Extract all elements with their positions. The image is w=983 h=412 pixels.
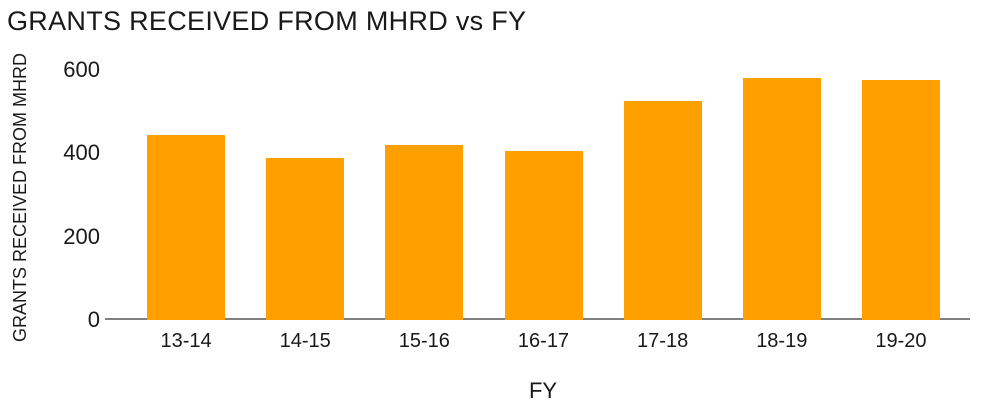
bar	[266, 157, 345, 320]
bar	[742, 78, 821, 320]
y-tick-label: 600	[63, 57, 100, 82]
chart-title: GRANTS RECEIVED FROM MHRD vs FY	[7, 6, 527, 36]
y-tick-label: 400	[63, 140, 100, 166]
x-axis-title: FY	[528, 378, 558, 403]
x-tick-label: 19-20	[875, 330, 927, 352]
x-tick-label: 18-19	[756, 330, 808, 352]
x-tick-label: 13-14	[160, 330, 212, 352]
x-tick-label: 14-15	[279, 330, 331, 352]
x-tick-label: 16-17	[517, 330, 570, 352]
y-axis-title: GRANTS RECEIVED FROM MHRD	[10, 52, 30, 342]
bar	[623, 101, 702, 320]
x-tick-label: 15-16	[398, 330, 450, 352]
y-tick-label: 0	[87, 307, 100, 332]
bar	[147, 134, 226, 320]
bar	[385, 145, 464, 320]
bar	[504, 151, 583, 320]
bar	[861, 80, 940, 320]
x-tick-label: 17-18	[637, 330, 689, 352]
y-tick-label: 200	[63, 223, 100, 249]
